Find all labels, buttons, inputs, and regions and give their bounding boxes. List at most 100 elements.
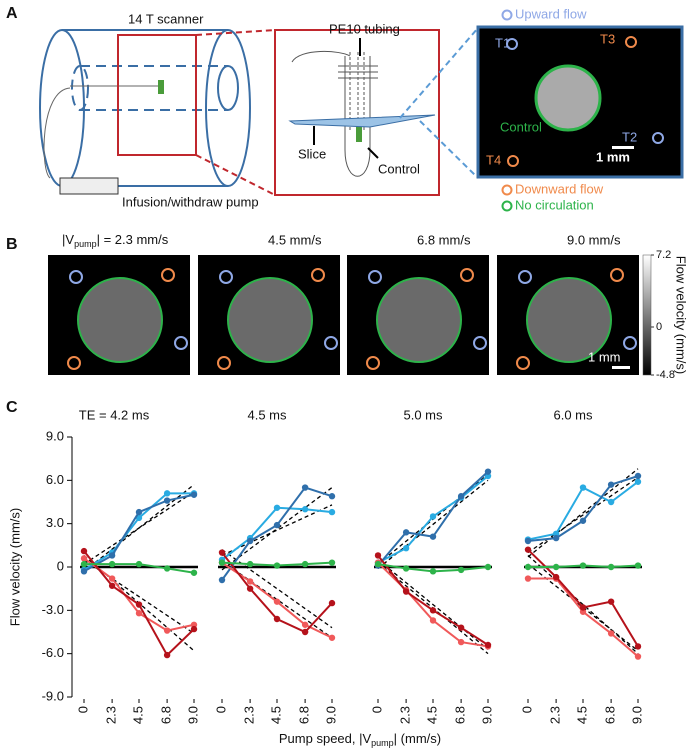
zoom-lines bbox=[399, 27, 479, 179]
data-point bbox=[328, 634, 336, 641]
data-point bbox=[457, 566, 465, 574]
slice-plane bbox=[288, 114, 436, 128]
marker-label: T3 bbox=[600, 31, 615, 46]
x-tick-label: 0 bbox=[75, 706, 90, 713]
colorbar-tick-label: 0 bbox=[656, 321, 662, 333]
phantom bbox=[158, 80, 164, 94]
data-point bbox=[135, 560, 143, 568]
data-point bbox=[273, 504, 281, 511]
tube-marker bbox=[161, 268, 175, 282]
x-tick-label: 6.8 bbox=[297, 706, 312, 724]
data-point bbox=[457, 638, 465, 646]
x-tick-label: 2.3 bbox=[104, 706, 119, 724]
slice-label: Slice bbox=[298, 146, 326, 161]
image-row: 4.5 mm/s 6.8 mm/s 9.0 mm/s 1 mm bbox=[48, 232, 639, 375]
tube-marker bbox=[174, 336, 188, 350]
chart-title: 5.0 ms bbox=[403, 407, 443, 422]
data-point bbox=[80, 568, 88, 575]
marker-circle bbox=[625, 36, 637, 48]
pump-icon bbox=[59, 177, 119, 195]
tube-drawing bbox=[291, 50, 378, 177]
data-point bbox=[301, 621, 309, 628]
data-point bbox=[552, 573, 560, 581]
panel-label: C bbox=[6, 399, 18, 416]
legend-marker bbox=[501, 9, 513, 21]
panel-label: B bbox=[6, 236, 18, 253]
control-region bbox=[376, 277, 462, 363]
data-point bbox=[190, 625, 198, 633]
image-title: 9.0 mm/s bbox=[567, 232, 621, 247]
y-tick-label: 6.0 bbox=[46, 472, 64, 487]
data-point bbox=[163, 490, 171, 497]
marker-circle bbox=[652, 132, 664, 144]
data-point bbox=[634, 643, 642, 650]
label-part: Pump speed, |V bbox=[279, 731, 372, 746]
marker-group: T1 T2 T3 T4 bbox=[486, 31, 664, 167]
data-point bbox=[135, 508, 143, 516]
chart-title: TE = 4.2 ms bbox=[79, 407, 150, 422]
data-point bbox=[273, 562, 281, 569]
x-tick-label: 9.0 bbox=[323, 706, 338, 724]
fit-line bbox=[221, 504, 333, 557]
data-point bbox=[301, 484, 309, 491]
data-point bbox=[607, 563, 615, 571]
data-point bbox=[80, 555, 88, 562]
colorbar-label: Flow velocity (mm/s) bbox=[674, 256, 689, 374]
data-point bbox=[163, 651, 171, 659]
data-point bbox=[135, 610, 143, 617]
data-point bbox=[634, 472, 642, 480]
panel-label: A bbox=[6, 5, 18, 22]
x-tick-label: 6.8 bbox=[159, 706, 174, 724]
y-tick-label: -6.0 bbox=[42, 645, 64, 660]
colorbar-ticks: 7.2 0 -4.8 bbox=[651, 249, 675, 381]
data-point bbox=[634, 478, 642, 485]
marker-circle bbox=[506, 38, 518, 50]
data-point bbox=[484, 641, 492, 649]
title-part: |V bbox=[62, 232, 74, 247]
scale-bar bbox=[612, 366, 630, 369]
control-circle bbox=[534, 64, 602, 132]
data-point bbox=[524, 537, 532, 545]
marker-label: T1 bbox=[495, 35, 510, 50]
data-point bbox=[402, 529, 410, 536]
control-region bbox=[227, 277, 313, 363]
tube-marker bbox=[516, 356, 530, 370]
tubing bbox=[43, 87, 71, 179]
colorbar-tick-label: 7.2 bbox=[656, 249, 671, 261]
control-label: Control bbox=[378, 161, 420, 176]
x-tick-label: 0 bbox=[213, 706, 228, 713]
data-point bbox=[634, 562, 642, 569]
marker-circle bbox=[507, 155, 519, 167]
zoom-lines bbox=[195, 29, 276, 196]
data-point bbox=[273, 521, 281, 529]
data-point bbox=[374, 560, 382, 568]
y-tick-label: 3.0 bbox=[46, 515, 64, 530]
data-point bbox=[328, 508, 336, 516]
data-point bbox=[429, 533, 437, 540]
data-point bbox=[429, 568, 437, 575]
colorbar-tick-label: -4.8 bbox=[656, 369, 675, 381]
tube-marker bbox=[366, 356, 380, 370]
x-tick-label: 2.3 bbox=[548, 706, 563, 724]
data-point bbox=[328, 599, 336, 607]
data-point bbox=[607, 481, 615, 488]
data-point bbox=[163, 497, 171, 504]
legend-label: Downward flow bbox=[515, 181, 604, 196]
data-point bbox=[328, 559, 336, 566]
tube-marker bbox=[368, 270, 382, 284]
data-point bbox=[402, 545, 410, 552]
tube-marker bbox=[69, 270, 83, 284]
data-point bbox=[246, 585, 254, 592]
data-point bbox=[607, 498, 615, 506]
fit-line bbox=[83, 491, 195, 565]
control-region bbox=[77, 277, 163, 363]
data-point bbox=[273, 598, 281, 605]
data-point bbox=[163, 565, 171, 572]
data-point bbox=[246, 537, 254, 545]
data-point bbox=[552, 563, 560, 571]
tube-marker bbox=[518, 270, 532, 284]
x-tick-label: 9.0 bbox=[185, 706, 200, 724]
scale-bar-label: 1 mm bbox=[588, 349, 621, 364]
tube-marker bbox=[623, 336, 637, 350]
tubing-label: PE10 tubing bbox=[329, 21, 400, 36]
